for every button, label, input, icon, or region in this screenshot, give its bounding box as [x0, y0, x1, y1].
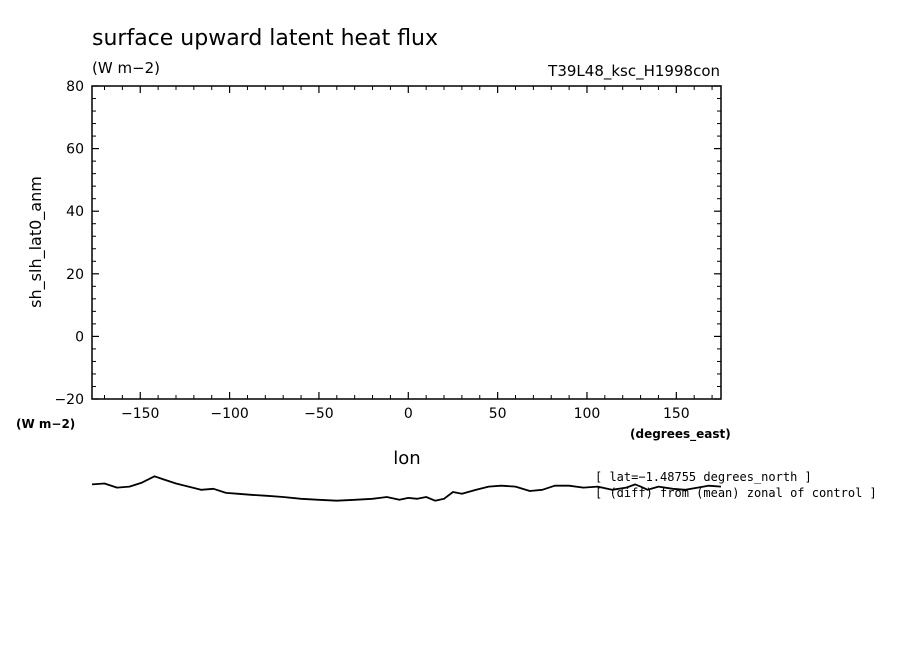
note-latitude: [ lat=−1.48755 degrees_north ] [595, 470, 812, 484]
x-tick-label: −50 [304, 406, 334, 422]
x-tick-label: 100 [574, 406, 601, 422]
y-tick-label: 80 [66, 79, 84, 95]
y-tick-label: 0 [75, 329, 84, 345]
x-tick-label: −100 [210, 406, 248, 422]
x-axis-label: lon [393, 448, 420, 469]
y-axis-ticks [92, 85, 721, 400]
x-axis-tick-labels: −150 −100 −50 0 50 100 150 [121, 406, 690, 422]
x-tick-label: 150 [663, 406, 690, 422]
y-tick-label: 40 [66, 204, 84, 220]
x-axis-units: (degrees_east) [630, 427, 731, 442]
y-axis-units: (W m−2) [16, 417, 75, 431]
units-label: (W m−2) [92, 59, 160, 77]
y-axis-label: sh_slh_lat0_anm [26, 176, 46, 308]
x-axis-ticks [104, 86, 713, 399]
plot-frame [91, 85, 722, 400]
note-diff: [ (diff) from (mean) zonal of control ] [595, 486, 877, 500]
series-line [91, 475, 722, 502]
y-axis-tick-labels: −20 0 20 40 60 80 [54, 79, 84, 408]
y-tick-label: −20 [54, 392, 84, 408]
run-label: T39L48_ksc_H1998con [547, 62, 720, 81]
x-tick-label: 50 [489, 406, 507, 422]
x-tick-label: −150 [121, 406, 159, 422]
y-tick-label: 20 [66, 267, 84, 283]
x-tick-label: 0 [404, 406, 413, 422]
y-tick-label: 60 [66, 142, 84, 158]
chart-title: surface upward latent heat flux [92, 26, 438, 51]
